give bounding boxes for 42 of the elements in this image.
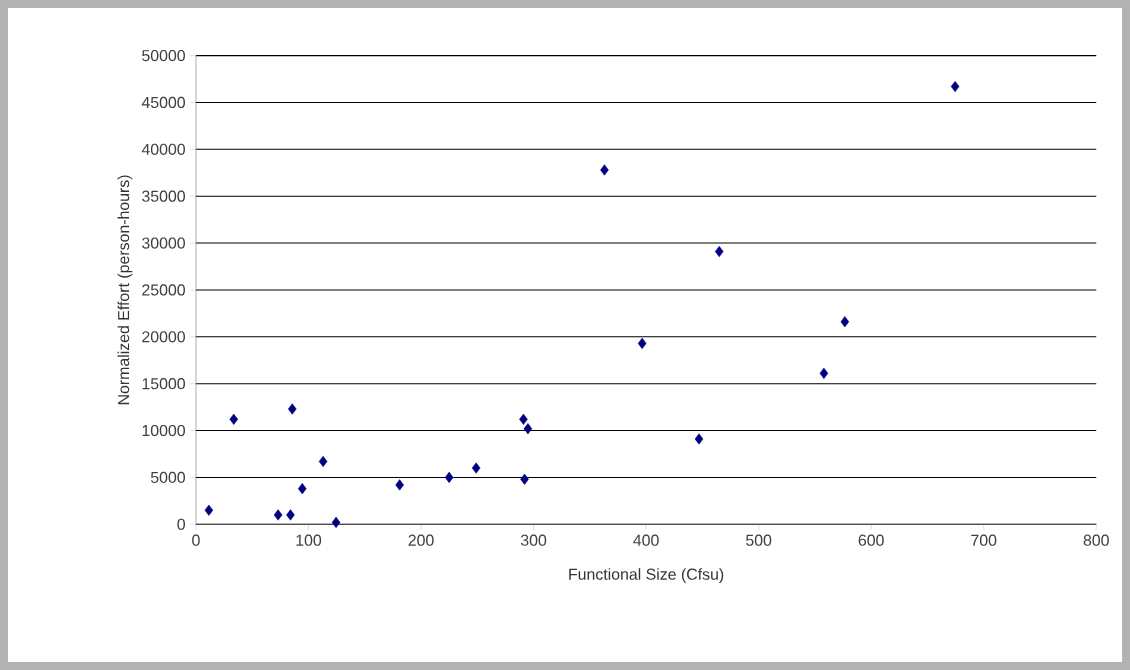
point bbox=[840, 316, 850, 328]
point bbox=[600, 164, 609, 176]
y-tick-label: 30000 bbox=[142, 237, 185, 249]
point bbox=[298, 483, 307, 495]
point bbox=[523, 423, 533, 435]
x-tick-label: 400 bbox=[633, 534, 659, 546]
x-tick-label: 200 bbox=[408, 534, 434, 546]
point bbox=[444, 471, 454, 484]
point bbox=[519, 413, 528, 425]
x-tick-label: 100 bbox=[296, 534, 322, 546]
point bbox=[950, 81, 960, 93]
point bbox=[288, 403, 297, 415]
x-axis-title: Functional Size (Cfsu) bbox=[569, 568, 724, 584]
x-tick-label: 700 bbox=[971, 534, 997, 546]
x-tick-label: 0 bbox=[192, 534, 200, 546]
point bbox=[331, 516, 341, 529]
point bbox=[471, 462, 481, 474]
point bbox=[694, 433, 704, 445]
y-tick-label: 20000 bbox=[142, 331, 185, 343]
x-tick-label: 600 bbox=[858, 534, 884, 546]
point bbox=[286, 509, 295, 521]
x-tick-label: 300 bbox=[520, 534, 547, 546]
y-tick-label: 25000 bbox=[142, 284, 185, 296]
point bbox=[229, 413, 238, 425]
point bbox=[395, 479, 404, 491]
y-axis-title: Normalized Effort (person-hours) bbox=[117, 175, 133, 405]
point bbox=[273, 509, 283, 521]
y-tick-label: 35000 bbox=[142, 190, 185, 202]
y-tick-label: 40000 bbox=[141, 143, 185, 155]
point bbox=[819, 367, 829, 379]
point bbox=[520, 473, 529, 485]
y-tick-label: 45000 bbox=[141, 96, 185, 109]
y-tick-label: 15000 bbox=[142, 378, 185, 390]
point bbox=[204, 504, 214, 516]
y-tick-label: 0 bbox=[177, 518, 186, 530]
y-tick-label: 10000 bbox=[142, 424, 185, 437]
x-tick-label: 800 bbox=[1083, 534, 1109, 546]
y-tick-label: 50000 bbox=[142, 50, 185, 62]
point bbox=[318, 455, 328, 468]
y-tick-label: 5000 bbox=[150, 471, 185, 484]
point bbox=[637, 337, 647, 349]
x-tick-label: 500 bbox=[746, 534, 772, 546]
